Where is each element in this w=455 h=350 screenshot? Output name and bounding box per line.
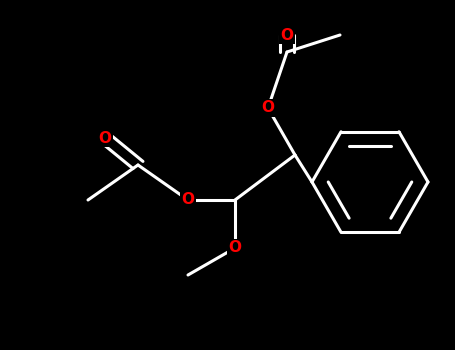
Text: O: O — [280, 28, 293, 42]
Text: O: O — [262, 100, 274, 116]
Text: O: O — [182, 193, 194, 208]
Text: O: O — [98, 131, 111, 146]
Text: O: O — [228, 240, 242, 256]
